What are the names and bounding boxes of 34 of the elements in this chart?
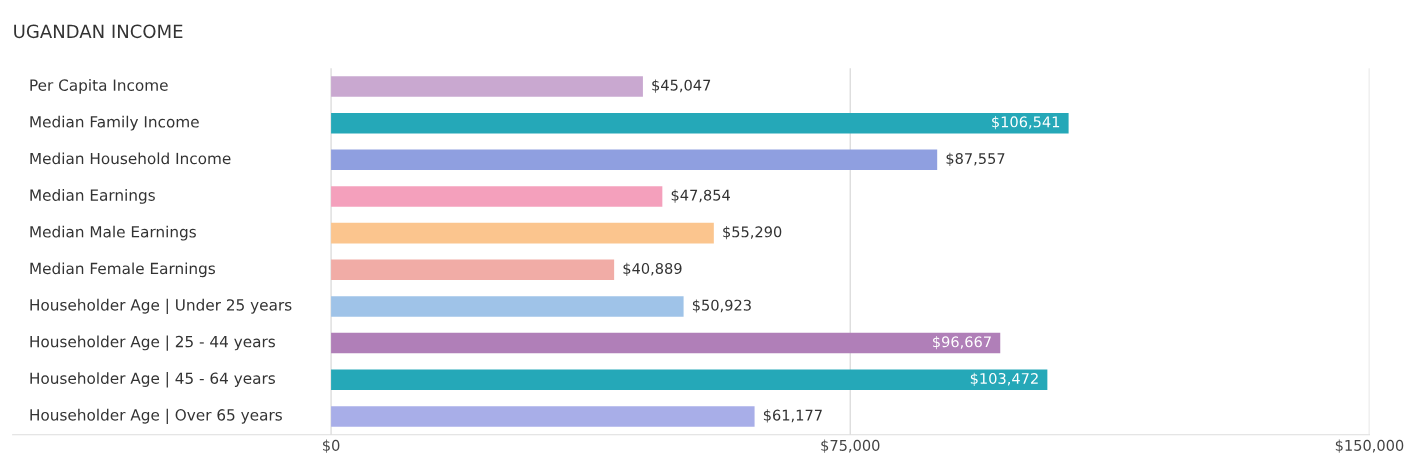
y-tick-label: Householder Age | 25 - 44 years bbox=[30, 335, 275, 351]
chart-title: UGANDAN INCOME bbox=[14, 24, 183, 39]
y-tick-label: Per Capita Income bbox=[30, 79, 168, 94]
y-tick-label: Householder Age | Under 25 years bbox=[30, 298, 292, 315]
bar bbox=[331, 369, 1048, 391]
bar bbox=[331, 186, 663, 207]
data-label: $45,047 bbox=[652, 79, 711, 93]
data-label: $50,923 bbox=[692, 299, 751, 313]
data-label: $55,290 bbox=[723, 226, 782, 240]
x-tick-label: $150,000 bbox=[1335, 439, 1404, 453]
data-label: $87,557 bbox=[946, 152, 1005, 166]
y-tick-label: Median Household Income bbox=[30, 152, 231, 165]
data-label: $106,541 bbox=[992, 116, 1060, 130]
bar bbox=[331, 406, 755, 427]
bar bbox=[331, 296, 684, 317]
data-label: $47,854 bbox=[671, 189, 730, 203]
bar bbox=[331, 222, 714, 244]
bar bbox=[331, 149, 938, 171]
bar bbox=[331, 259, 615, 281]
x-tick-label: $0 bbox=[323, 439, 340, 453]
bar bbox=[331, 112, 1069, 134]
y-tick-label: Median Male Earnings bbox=[30, 225, 196, 241]
bar bbox=[331, 76, 643, 97]
data-label: $61,177 bbox=[763, 409, 822, 423]
y-tick-label: Householder Age | Over 65 years bbox=[30, 408, 282, 425]
y-tick-label: Householder Age | 45 - 64 years bbox=[30, 372, 275, 388]
data-label: $103,472 bbox=[970, 372, 1038, 386]
y-tick-label: Median Family Income bbox=[30, 115, 199, 131]
bar bbox=[331, 332, 1001, 354]
data-label: $40,889 bbox=[623, 262, 682, 276]
data-label: $96,667 bbox=[933, 336, 991, 350]
y-tick-label: Median Earnings bbox=[30, 189, 155, 204]
y-tick-label: Median Female Earnings bbox=[30, 262, 215, 278]
x-tick-label: $75,000 bbox=[821, 439, 880, 453]
